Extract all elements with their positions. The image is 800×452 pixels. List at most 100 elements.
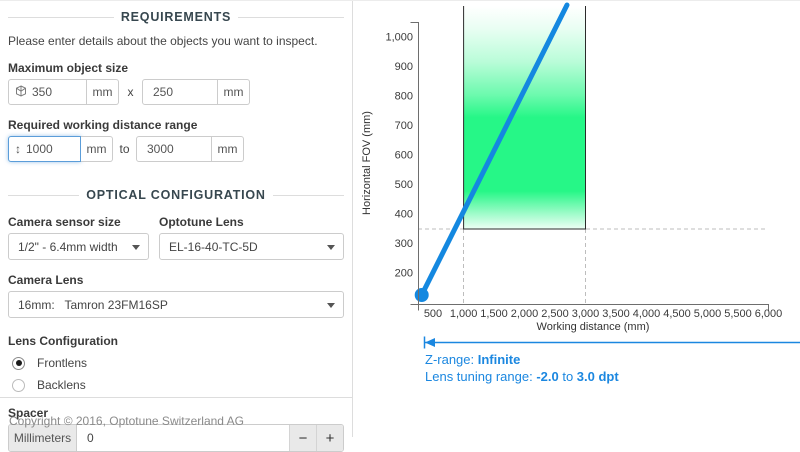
optical-configuration-header: OPTICAL CONFIGURATION — [8, 188, 344, 202]
x-tick: 6,000 — [755, 308, 783, 320]
object-width-group: mm — [8, 79, 119, 105]
wd-min-input[interactable] — [26, 142, 74, 156]
lens-configuration-label: Lens Configuration — [8, 334, 344, 348]
arrow-left-icon — [425, 338, 435, 347]
y-tick: 400 — [395, 209, 413, 221]
x-tick: 1,500 — [480, 308, 508, 320]
camera-lens-label: Camera Lens — [8, 273, 344, 287]
optical-configuration-title: OPTICAL CONFIGURATION — [86, 188, 266, 202]
backlens-option[interactable]: Backlens — [12, 378, 344, 392]
camera-lens-value: 16mm: Tamron 23FM16SP — [18, 298, 168, 312]
divider-line — [238, 17, 344, 18]
camera-sensor-select[interactable]: 1/2" - 6.4mm width — [8, 233, 149, 260]
optotune-lens-select[interactable]: EL-16-40-TC-5D — [159, 233, 344, 260]
y-tick: 800 — [395, 91, 413, 103]
y-tick: 600 — [395, 150, 413, 162]
frontlens-radio[interactable] — [12, 357, 25, 370]
object-width-box[interactable] — [8, 79, 87, 105]
working-distance-row: ↕ mm to mm — [8, 136, 344, 162]
tuning-label: Lens tuning range: — [425, 369, 536, 384]
frontlens-option-label: Frontlens — [37, 356, 87, 370]
y-tick: 500 — [395, 179, 413, 191]
z-range-label: Z-range: — [425, 352, 478, 367]
camera-lens-select[interactable]: 16mm: Tamron 23FM16SP — [8, 291, 344, 318]
dashed-guides — [418, 229, 766, 304]
x-tick: 2,500 — [541, 308, 569, 320]
wd-max-box[interactable] — [136, 136, 212, 162]
spacer-value-input[interactable] — [77, 425, 289, 451]
wd-min-box[interactable]: ↕ — [8, 136, 81, 162]
spacer-input-group: Millimeters − + — [8, 424, 344, 452]
object-width-unit: mm — [87, 79, 119, 105]
wd-separator: to — [113, 142, 136, 156]
object-height-input[interactable] — [153, 85, 211, 99]
x-tick: 1,000 — [450, 308, 478, 320]
chevron-down-icon — [327, 245, 335, 250]
wd-max-input[interactable] — [147, 142, 205, 156]
backlens-option-label: Backlens — [37, 378, 86, 392]
fov-chart-panel: 1,000 900 800 700 600 500 400 300 200 50… — [353, 1, 800, 437]
wd-max-group: mm — [136, 136, 244, 162]
divider-line — [8, 195, 79, 196]
max-object-size-label: Maximum object size — [8, 61, 344, 75]
x-tick: 500 — [424, 308, 442, 320]
frontlens-option[interactable]: Frontlens — [12, 356, 344, 370]
x-tick: 5,000 — [694, 308, 722, 320]
optotune-lens-label: Optotune Lens — [159, 215, 336, 229]
optotune-lens-value: EL-16-40-TC-5D — [169, 240, 258, 254]
camera-sensor-label: Camera sensor size — [8, 215, 141, 229]
requirements-header: REQUIREMENTS — [8, 10, 344, 24]
object-width-input[interactable] — [32, 85, 80, 99]
requirements-title: REQUIREMENTS — [121, 10, 231, 24]
requirements-description: Please enter details about the objects y… — [8, 34, 344, 48]
x-axis-tick-labels: 500 1,000 1,500 2,000 2,500 3,000 3,500 … — [424, 308, 782, 320]
x-tick: 4,000 — [633, 308, 661, 320]
y-tick: 300 — [395, 238, 413, 250]
y-axis-tick-labels: 1,000 900 800 700 600 500 400 300 200 — [385, 32, 413, 280]
tuning-to: to — [559, 369, 577, 384]
wd-min-unit: mm — [81, 136, 113, 162]
object-height-group: mm — [142, 79, 250, 105]
spacer-unit-label: Millimeters — [9, 425, 77, 451]
sensor-lens-row: Camera sensor size 1/2" - 6.4mm width Op… — [8, 202, 344, 260]
chevron-down-icon — [132, 245, 140, 250]
x-tick: 3,500 — [602, 308, 630, 320]
spacer-decrement-button[interactable]: − — [289, 425, 316, 451]
fov-line-start-marker — [415, 288, 429, 302]
cube-icon — [15, 85, 27, 99]
feasible-region — [464, 6, 586, 229]
z-range-annotation: Z-range: Infinite — [425, 352, 520, 367]
z-range-value: Infinite — [478, 352, 521, 367]
size-separator: x — [119, 85, 142, 99]
y-axis-title: Horizontal FOV (mm) — [361, 111, 373, 215]
vertical-arrows-icon: ↕ — [15, 143, 21, 155]
copyright-text: Copyright © 2016, Optotune Switzerland A… — [9, 414, 244, 428]
working-distance-label: Required working distance range — [8, 118, 344, 132]
x-axis-title: Working distance (mm) — [537, 321, 650, 333]
x-tick: 5,500 — [724, 308, 752, 320]
spacer-increment-button[interactable]: + — [316, 425, 343, 451]
wd-min-group: ↕ mm — [8, 136, 113, 162]
tuning-max: 3.0 dpt — [577, 369, 619, 384]
lens-tuning-annotation: Lens tuning range: -2.0 to 3.0 dpt — [425, 369, 619, 384]
y-tick: 700 — [395, 120, 413, 132]
max-object-size-row: mm x mm — [8, 79, 344, 105]
x-tick: 2,000 — [511, 308, 539, 320]
camera-sensor-value: 1/2" - 6.4mm width — [18, 240, 118, 254]
object-height-box[interactable] — [142, 79, 218, 105]
backlens-radio[interactable] — [12, 379, 25, 392]
y-tick: 900 — [395, 61, 413, 73]
y-tick: 1,000 — [385, 32, 413, 44]
x-tick: 4,500 — [663, 308, 691, 320]
y-tick: 200 — [395, 268, 413, 280]
x-tick: 3,000 — [572, 308, 600, 320]
requirements-panel: REQUIREMENTS Please enter details about … — [0, 1, 353, 437]
object-height-unit: mm — [218, 79, 250, 105]
divider-line — [273, 195, 344, 196]
wd-max-unit: mm — [212, 136, 244, 162]
footer-divider — [0, 397, 353, 398]
z-range-arrow — [425, 337, 800, 349]
tuning-min: -2.0 — [536, 369, 558, 384]
chevron-down-icon — [327, 303, 335, 308]
divider-line — [8, 17, 114, 18]
